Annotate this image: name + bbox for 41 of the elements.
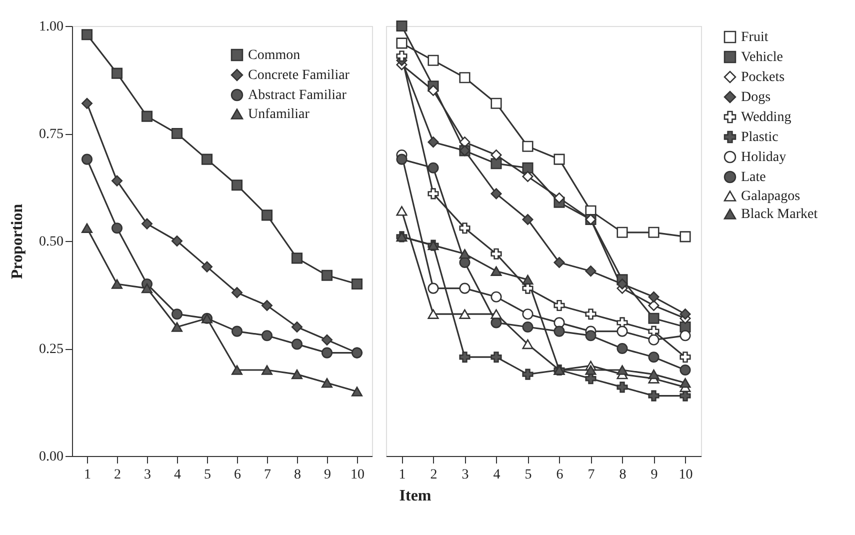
y-tick-label: 0.00 (39, 450, 64, 464)
x-tick-label: 3 (144, 468, 151, 482)
legend-label: Holiday (741, 150, 786, 165)
x-tick-label: 2 (430, 468, 438, 482)
x-tick-label: 8 (294, 468, 301, 482)
y-tick-label: 0.50 (39, 234, 64, 250)
x-tick-label: 10 (678, 468, 693, 482)
x-tick-label: 8 (619, 468, 626, 482)
y-axis-title: Proportion (9, 204, 26, 280)
legend-label: Plastic (741, 130, 778, 145)
x-tick-label: 3 (462, 468, 469, 482)
x-tick-label: 7 (264, 468, 271, 482)
x-tick-label: 4 (493, 468, 500, 482)
y-tick-label: 0.25 (39, 342, 64, 357)
x-tick-label: 5 (524, 468, 532, 482)
legend-label: Galapagos (741, 189, 800, 204)
x-tick-label: 2 (114, 468, 121, 482)
x-tick-label: 1 (84, 468, 91, 482)
x-tick-label: 6 (234, 468, 241, 482)
legend-label: Fruit (741, 30, 768, 45)
legend-label: Abstract Familiar (248, 88, 347, 103)
legend-label: Late (741, 170, 766, 185)
legend-label: Common (248, 48, 300, 63)
x-tick-label: 6 (556, 468, 564, 482)
y-tick-label: 0.75 (39, 127, 64, 142)
legend-label: Unfamiliar (248, 107, 310, 122)
legend-label: Wedding (741, 110, 792, 125)
legend-label: Black Market (741, 207, 818, 222)
x-tick-label: 4 (174, 468, 181, 482)
x-tick-label: 7 (588, 468, 595, 482)
legend-label: Vehicle (741, 50, 783, 65)
x-tick-label: 1 (398, 468, 406, 482)
y-tick-label: 1.00 (39, 20, 64, 34)
x-axis-title: Item (399, 488, 432, 504)
x-tick-label: 10 (350, 468, 364, 482)
x-tick-label: 9 (650, 468, 658, 482)
x-tick-label: 9 (324, 468, 331, 482)
legend-label: Concrete Familiar (248, 68, 350, 83)
legend-label: Dogs (741, 90, 771, 105)
legend-label: Pockets (741, 70, 785, 85)
x-tick-label: 5 (204, 468, 211, 482)
